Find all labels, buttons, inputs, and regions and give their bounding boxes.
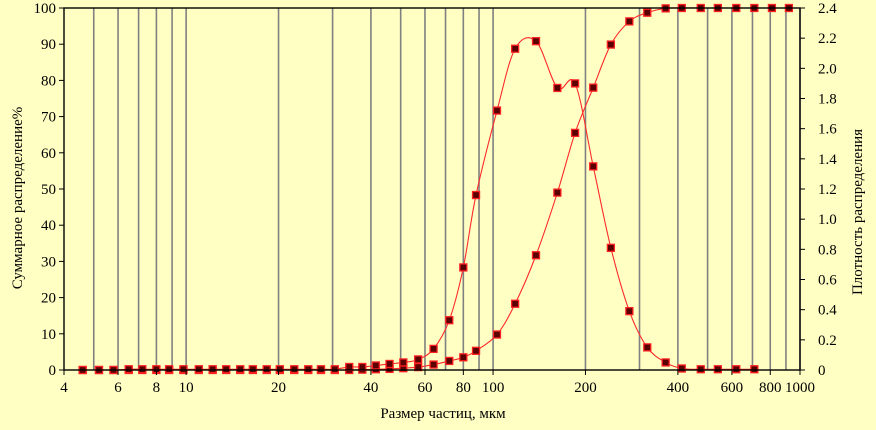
y-right-tick-label: 0.8 xyxy=(818,242,837,258)
y-right-tick-label: 2.0 xyxy=(818,61,837,77)
density-point xyxy=(471,190,481,200)
cumulative-point xyxy=(471,346,481,355)
density-point xyxy=(696,365,705,374)
density-point xyxy=(677,364,686,373)
x-axis-title: Размер частиц, мкм xyxy=(380,406,506,422)
x-tick-label: 4 xyxy=(60,380,68,396)
density-point xyxy=(510,44,520,53)
density-point xyxy=(330,365,339,374)
x-tick-label: 8 xyxy=(153,380,161,396)
density-point xyxy=(413,355,423,364)
density-point xyxy=(492,106,502,115)
y-left-tick-label: 100 xyxy=(34,1,57,17)
y-left-tick-label: 90 xyxy=(41,37,56,53)
cumulative-point xyxy=(445,356,454,366)
density-point xyxy=(275,365,285,374)
y-left-axis-title: Суммарное распределение% xyxy=(10,107,26,290)
y-right-tick-label: 0 xyxy=(818,363,826,379)
y-right-tick-label: 0.2 xyxy=(818,333,837,349)
density-point xyxy=(248,365,258,374)
y-left-tick-label: 60 xyxy=(41,146,56,162)
density-point xyxy=(429,344,438,354)
y-left-axis-ticks: 0 10 20 30 40 50 60 70 80 90 100 xyxy=(34,1,64,379)
x-tick-label: 20 xyxy=(271,380,286,396)
density-point xyxy=(531,37,541,46)
x-axis-ticks: 4 6 8 10 20 40 60 80 100 200 400 600 800 1000 xyxy=(60,370,815,396)
density-point xyxy=(164,365,174,374)
y-right-tick-label: 1.0 xyxy=(818,212,837,228)
density-point xyxy=(385,359,394,369)
x-tick-label: 400 xyxy=(667,380,690,396)
density-point xyxy=(570,79,580,88)
density-point xyxy=(606,243,616,252)
grid-lines xyxy=(92,8,801,370)
y-right-axis-ticks: 0 0.2 0.4 0.6 0.8 1.0 1.2 1.4 1.6 1.8 2.0 2.2 2.4 xyxy=(800,1,837,379)
y-right-tick-label: 1.6 xyxy=(818,122,837,138)
density-point xyxy=(316,365,326,374)
cumulative-point xyxy=(625,17,634,26)
cumulative-point xyxy=(570,128,580,138)
density-point xyxy=(713,365,723,374)
x-tick-label: 6 xyxy=(114,380,122,396)
y-left-tick-label: 70 xyxy=(41,110,56,126)
density-point xyxy=(179,365,188,374)
x-tick-label: 40 xyxy=(363,380,378,396)
y-right-tick-label: 0.4 xyxy=(818,303,837,319)
density-point xyxy=(732,365,741,374)
y-left-tick-label: 30 xyxy=(41,254,56,270)
y-left-tick-label: 20 xyxy=(41,291,56,307)
x-tick-label: 60 xyxy=(417,380,432,396)
density-point xyxy=(625,307,634,316)
cumulative-point xyxy=(510,299,520,308)
y-right-tick-label: 1.2 xyxy=(818,182,837,198)
cumulative-point xyxy=(589,83,598,92)
y-right-tick-label: 0.6 xyxy=(818,273,837,289)
x-tick-label: 200 xyxy=(574,380,597,396)
y-right-tick-label: 1.4 xyxy=(818,152,837,168)
x-tick-label: 100 xyxy=(482,380,505,396)
density-point xyxy=(208,365,217,374)
x-tick-label: 600 xyxy=(721,380,744,396)
density-point xyxy=(553,83,562,93)
x-tick-label: 80 xyxy=(456,380,471,396)
x-tick-label: 1000 xyxy=(785,380,815,396)
density-point xyxy=(236,365,245,374)
x-tick-label: 800 xyxy=(759,380,782,396)
density-point xyxy=(445,316,454,325)
density-point xyxy=(750,365,759,374)
cumulative-point xyxy=(429,360,438,369)
density-point xyxy=(194,365,203,374)
density-point xyxy=(399,358,408,367)
density-point xyxy=(589,162,598,171)
density-point xyxy=(304,365,313,374)
y-left-tick-label: 0 xyxy=(49,363,57,379)
y-left-tick-label: 40 xyxy=(41,218,56,234)
cumulative-point xyxy=(553,188,562,197)
density-point xyxy=(371,361,380,370)
y-right-tick-label: 1.8 xyxy=(818,92,837,108)
y-left-tick-label: 80 xyxy=(41,73,56,89)
density-point xyxy=(290,365,299,374)
cumulative-point xyxy=(531,251,541,260)
y-right-tick-label: 2.4 xyxy=(818,1,837,17)
y-right-axis-title: Плотность распределения xyxy=(850,129,866,295)
density-point xyxy=(643,343,652,352)
cumulative-point xyxy=(492,330,502,339)
x-tick-label: 10 xyxy=(179,380,194,396)
density-point xyxy=(124,365,133,374)
y-right-tick-label: 2.2 xyxy=(818,31,837,47)
density-point xyxy=(459,263,468,272)
density-point xyxy=(661,358,670,367)
cumulative-point xyxy=(606,40,616,49)
cumulative-point xyxy=(643,8,652,17)
plot-area xyxy=(64,8,800,370)
density-point xyxy=(262,365,271,374)
y-left-tick-label: 50 xyxy=(41,182,56,198)
density-point xyxy=(138,365,147,374)
cumulative-point xyxy=(459,353,468,362)
density-point xyxy=(221,365,231,374)
y-left-tick-label: 10 xyxy=(41,327,56,343)
